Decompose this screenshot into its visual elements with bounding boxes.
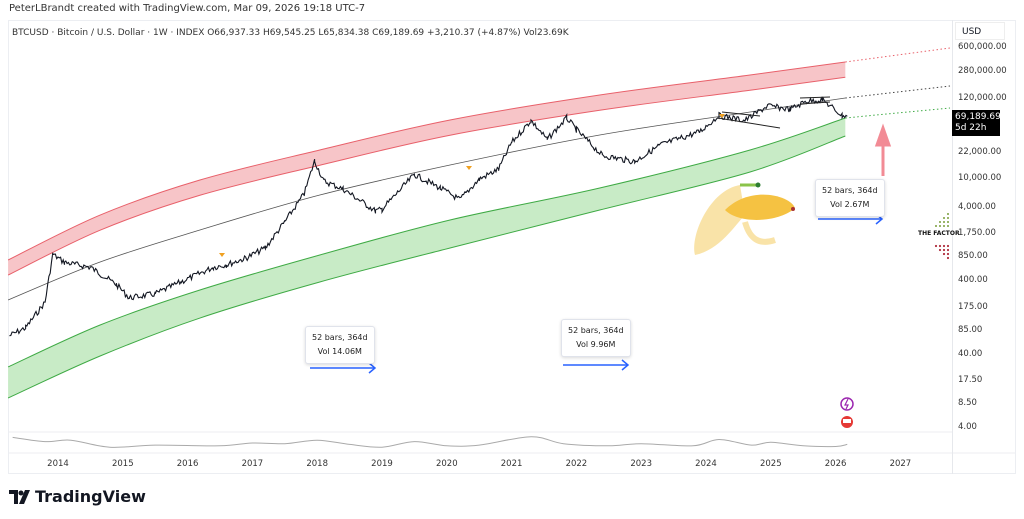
banana-stem-tip-icon	[755, 182, 761, 188]
red-band-upper-edge	[7, 61, 846, 261]
factor-logo-dot	[946, 244, 950, 248]
year-tick-label: 2018	[306, 459, 329, 469]
lightning-glyph-icon	[844, 398, 849, 410]
factor-logo-dot	[946, 256, 950, 260]
factor-logo-dot	[946, 252, 950, 256]
lightning-event-icon	[840, 397, 854, 411]
annotation-bars: 52 bars, 364d	[822, 186, 878, 195]
year-tick-label: 2026	[824, 459, 847, 469]
factor-logo-dot	[942, 248, 946, 252]
factor-logo-dot	[947, 221, 949, 223]
btc-price-series	[9, 96, 848, 337]
green-band-upper-edge	[7, 117, 846, 368]
factor-logo-dot	[947, 225, 949, 227]
price-tick-label: 850.00	[958, 251, 988, 262]
range-annotation-2026[interactable]: 52 bars, 364d Vol 2.67M	[815, 179, 885, 217]
banana-tip-icon	[791, 207, 795, 211]
red-band-fill	[8, 61, 846, 276]
factor-logo-dot	[938, 244, 942, 248]
chart-frame	[8, 20, 1016, 474]
green-band-fill	[8, 117, 846, 399]
price-tick-label: 280,000.00	[958, 66, 1007, 77]
last-price-value: 69,189.69	[955, 112, 1001, 122]
price-tick-label: 22,000.00	[958, 147, 1002, 158]
the-factor-watermark: THE FACTOR	[918, 230, 960, 237]
annotation-bars: 52 bars, 364d	[568, 326, 624, 335]
price-tick-label: 10,000.00	[958, 172, 1002, 183]
factor-logo-dot	[943, 225, 945, 227]
tradingview-logo[interactable]: TradingView	[9, 487, 146, 506]
annotation-volume: Vol 9.96M	[576, 340, 616, 349]
us-flag-stripe-icon	[843, 419, 851, 423]
factor-logo-dot	[943, 221, 945, 223]
factor-logo-dot	[942, 244, 946, 248]
year-tick-label: 2017	[241, 459, 264, 469]
bar-countdown: 5d 22h	[955, 123, 987, 133]
factor-logo-dot	[943, 217, 945, 219]
flag-pattern-lines	[799, 96, 831, 105]
year-tick-label: 2027	[889, 459, 912, 469]
year-tick-label: 2021	[500, 459, 523, 469]
price-tick-label: 120,000.00	[958, 93, 1007, 104]
arrow-head-icon	[368, 362, 377, 374]
banana-peel-icon	[694, 185, 745, 255]
price-tick-label: 8.50	[958, 397, 977, 408]
price-tick-label: 4.00	[958, 422, 977, 432]
price-tick-label: 85.00	[958, 324, 983, 335]
last-price-label: 69,189.69 5d 22h	[952, 110, 1001, 136]
year-tick-label: 2024	[695, 459, 717, 469]
factor-logo-dot	[947, 213, 949, 215]
year-tick-label: 2025	[759, 459, 782, 469]
price-tick-label: 1,750.00	[958, 228, 996, 239]
year-tick-label: 2019	[371, 459, 393, 469]
factor-logo-dot	[942, 252, 946, 256]
annotation-volume: Vol 2.67M	[830, 200, 870, 209]
tradingview-brand: TradingView	[35, 487, 146, 506]
tradingview-logo-icon	[9, 489, 30, 504]
banana-icon	[725, 194, 795, 220]
range-annotation-2022[interactable]: 52 bars, 364d Vol 9.96M	[561, 319, 631, 357]
banana-peel-flap-icon	[742, 221, 776, 245]
up-arrow-icon	[874, 123, 892, 176]
price-tick-label: 175.00	[958, 301, 988, 312]
wedge-pattern-lines	[717, 111, 781, 129]
factor-logo-dot	[946, 248, 950, 252]
price-tick-label: 600,000.00	[958, 42, 1007, 53]
year-tick-label: 2016	[176, 459, 199, 469]
factor-logo-dot	[939, 225, 941, 227]
annotation-volume: Vol 14.06M	[317, 347, 362, 356]
factor-logo-dot	[939, 221, 941, 223]
year-tick-label: 2015	[111, 459, 134, 469]
year-tick-label: 2023	[630, 459, 653, 469]
factor-logo-dot	[934, 244, 938, 248]
lower-pane-indicator	[12, 436, 848, 448]
price-tick-label: 400.00	[958, 275, 988, 286]
signal-marker-icon	[466, 166, 472, 170]
price-tick-label: 17.50	[958, 374, 983, 385]
projection-dotted-line	[845, 107, 951, 119]
range-annotation-2018[interactable]: 52 bars, 364d Vol 14.06M	[305, 326, 375, 364]
signal-marker-icon	[219, 253, 225, 257]
year-tick-label: 2014	[47, 459, 69, 469]
arrow-head-icon	[621, 359, 630, 371]
factor-logo-dot	[938, 248, 942, 252]
green-band-lower-edge	[7, 135, 846, 399]
red-band-lower-edge	[7, 76, 846, 276]
projection-dotted-line	[845, 47, 951, 63]
symbol-legend[interactable]: BTCUSD · Bitcoin / U.S. Dollar · 1W · IN…	[12, 28, 569, 38]
projection-dotted-line	[845, 85, 951, 99]
year-tick-label: 2020	[435, 459, 458, 469]
year-tick-label: 2022	[565, 459, 588, 469]
annotation-bars: 52 bars, 364d	[312, 333, 368, 342]
price-axis-divider	[952, 20, 953, 474]
factor-logo-dot	[947, 217, 949, 219]
factor-logo-dot	[935, 225, 937, 227]
price-tick-label: 40.00	[958, 348, 983, 359]
chart-credit: PeterLBrandt created with TradingView.co…	[9, 3, 366, 14]
currency-selector[interactable]: USD	[955, 22, 1005, 40]
signal-marker-icon	[719, 114, 725, 118]
price-tick-label: 4,000.00	[958, 201, 996, 212]
